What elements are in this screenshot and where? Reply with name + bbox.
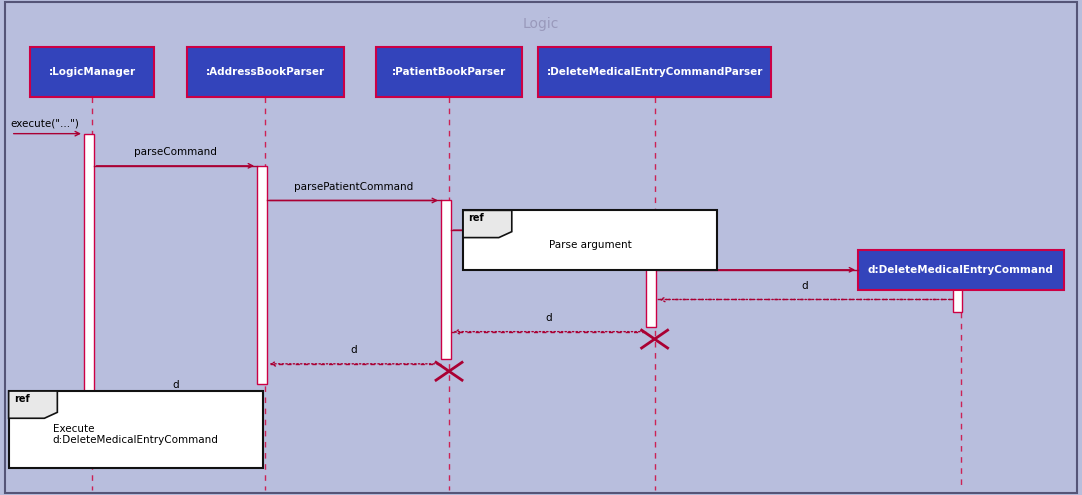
Text: d: d: [351, 345, 357, 355]
Text: :PatientBookParser: :PatientBookParser: [392, 67, 506, 77]
Text: Execute
d:DeleteMedicalEntryCommand: Execute d:DeleteMedicalEntryCommand: [53, 424, 219, 445]
Bar: [953, 270, 963, 312]
FancyBboxPatch shape: [375, 47, 522, 97]
FancyBboxPatch shape: [9, 391, 263, 468]
Bar: [647, 230, 656, 327]
Text: d: d: [545, 313, 552, 323]
Text: execute("..."): execute("..."): [11, 119, 80, 129]
Text: Logic: Logic: [523, 17, 559, 31]
Text: d: d: [801, 281, 808, 291]
Text: parseCommand: parseCommand: [134, 147, 216, 157]
Polygon shape: [463, 210, 512, 238]
Bar: [256, 166, 266, 384]
Text: parsePatientCommand: parsePatientCommand: [294, 182, 413, 192]
FancyBboxPatch shape: [858, 250, 1064, 290]
Text: Parse argument: Parse argument: [549, 240, 632, 250]
Text: :DeleteMedicalEntryCommandParser: :DeleteMedicalEntryCommandParser: [546, 67, 763, 77]
Bar: [441, 200, 450, 359]
FancyBboxPatch shape: [463, 210, 717, 270]
FancyBboxPatch shape: [538, 47, 770, 97]
Text: d:DeleteMedicalEntryCommand: d:DeleteMedicalEntryCommand: [868, 265, 1054, 275]
Text: ref: ref: [14, 394, 30, 403]
Text: d: d: [172, 380, 179, 390]
Text: ref: ref: [469, 213, 485, 223]
FancyBboxPatch shape: [186, 47, 344, 97]
Bar: [84, 134, 94, 413]
Text: :AddressBookParser: :AddressBookParser: [206, 67, 325, 77]
Text: :LogicManager: :LogicManager: [49, 67, 135, 77]
Polygon shape: [9, 391, 57, 418]
Text: parsePatientCommand: parsePatientCommand: [489, 211, 608, 221]
FancyBboxPatch shape: [30, 47, 155, 97]
